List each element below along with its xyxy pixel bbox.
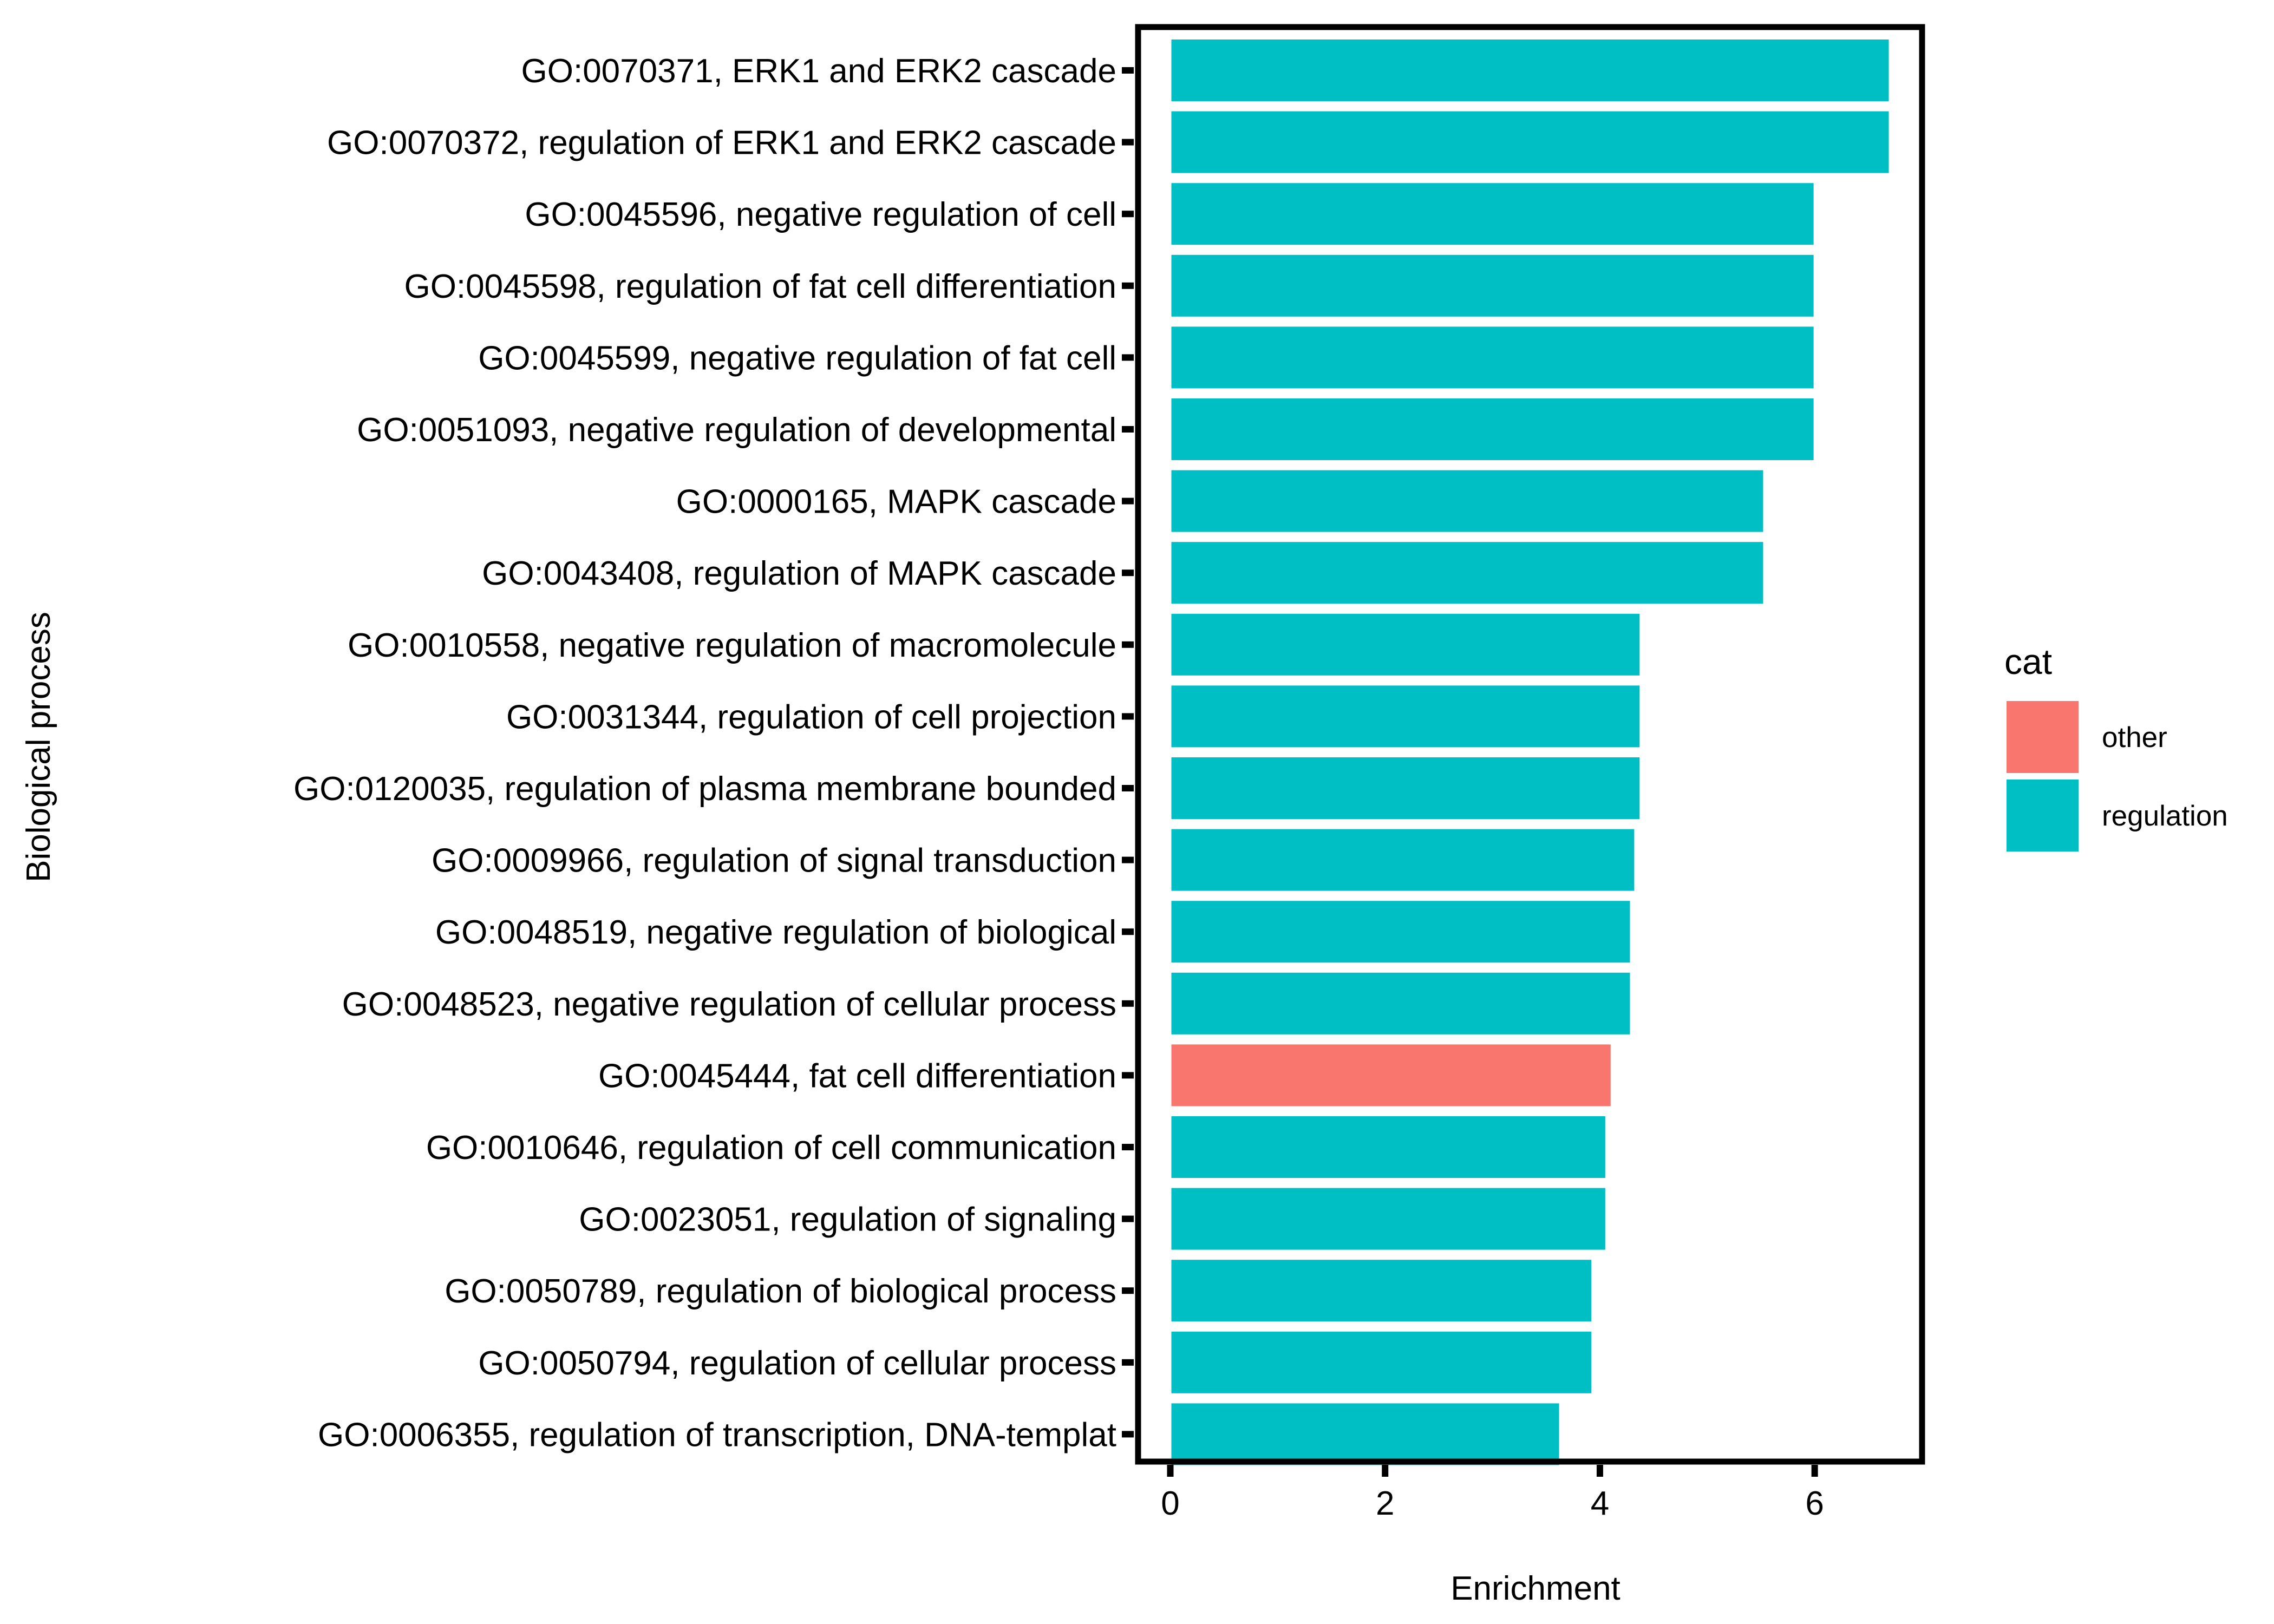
x-axis: 0 2 4 6 bbox=[1161, 1465, 1824, 1522]
bar-16 bbox=[1169, 1114, 1608, 1180]
y-axis-labels: GO:0070371, ERK1 and ERK2 cascade GO:0070… bbox=[293, 53, 1134, 1453]
bar-9 bbox=[1169, 611, 1642, 678]
bar-5 bbox=[1169, 324, 1816, 391]
legend: cat other regulation bbox=[2004, 641, 2228, 852]
y-tick-label: GO:0050794, regulation of cellular proce… bbox=[478, 1345, 1116, 1382]
legend-title: cat bbox=[2004, 641, 2052, 682]
y-tick-label: GO:0010646, regulation of cell communica… bbox=[426, 1129, 1116, 1167]
x-tick-label: 0 bbox=[1161, 1485, 1179, 1522]
y-tick-label: GO:0043408, regulation of MAPK cascade bbox=[482, 555, 1116, 592]
y-tick-mark bbox=[1122, 713, 1134, 720]
bar-3 bbox=[1169, 181, 1816, 247]
y-tick-mark bbox=[1122, 928, 1134, 935]
y-tick-mark bbox=[1122, 1287, 1134, 1294]
y-tick-mark bbox=[1122, 497, 1134, 505]
bar-17 bbox=[1169, 1186, 1608, 1252]
y-tick-label: GO:0050789, regulation of biological pro… bbox=[445, 1273, 1116, 1310]
bar-13 bbox=[1169, 899, 1632, 965]
y-tick-label: GO:0048523, negative regulation of cellu… bbox=[342, 986, 1116, 1023]
y-tick-mark bbox=[1122, 856, 1134, 863]
y-tick-label: GO:0120035, regulation of plasma membran… bbox=[293, 770, 1116, 808]
bars-layer bbox=[1169, 37, 1891, 1468]
legend-label-regulation: regulation bbox=[2102, 800, 2228, 832]
bar-11 bbox=[1169, 755, 1642, 821]
y-tick-label: GO:0009966, regulation of signal transdu… bbox=[432, 842, 1116, 880]
x-tick-mark bbox=[1167, 1465, 1174, 1477]
x-axis-title: Enrichment bbox=[1450, 1570, 1620, 1607]
bar-18 bbox=[1169, 1258, 1594, 1324]
bar-7 bbox=[1169, 468, 1766, 534]
y-tick-label: GO:0045444, fat cell differentiation bbox=[598, 1057, 1116, 1095]
y-tick-label: GO:0045598, regulation of fat cell diffe… bbox=[404, 268, 1116, 305]
y-tick-mark bbox=[1122, 1000, 1134, 1007]
bar-8 bbox=[1169, 540, 1766, 606]
bar-12 bbox=[1169, 827, 1637, 893]
y-tick-mark bbox=[1122, 641, 1134, 648]
bar-6 bbox=[1169, 396, 1816, 462]
y-tick-mark bbox=[1122, 426, 1134, 433]
y-tick-label: GO:0051093, negative regulation of devel… bbox=[357, 411, 1116, 449]
bar-14 bbox=[1169, 970, 1632, 1037]
y-tick-mark bbox=[1122, 1215, 1134, 1222]
bar-4 bbox=[1169, 252, 1816, 319]
bar-1 bbox=[1169, 37, 1891, 103]
legend-swatch-other bbox=[2007, 701, 2079, 773]
bar-19 bbox=[1169, 1329, 1594, 1396]
y-tick-label: GO:0070371, ERK1 and ERK2 cascade bbox=[521, 53, 1116, 90]
y-tick-label: GO:0000165, MAPK cascade bbox=[676, 483, 1116, 521]
x-tick-label: 4 bbox=[1591, 1485, 1609, 1522]
y-axis-title: Biological process bbox=[20, 612, 57, 882]
y-tick-label: GO:0006355, regulation of transcription,… bbox=[318, 1416, 1116, 1453]
y-tick-mark bbox=[1122, 1359, 1134, 1366]
y-tick-label: GO:0010558, negative regulation of macro… bbox=[348, 627, 1116, 664]
y-tick-mark bbox=[1122, 354, 1134, 361]
x-tick-mark bbox=[1811, 1465, 1818, 1477]
legend-label-other: other bbox=[2102, 722, 2167, 754]
bar-15 bbox=[1169, 1042, 1613, 1109]
bar-10 bbox=[1169, 683, 1642, 750]
y-tick-mark bbox=[1122, 785, 1134, 791]
plot-panel-border bbox=[1135, 24, 1925, 1465]
y-tick-label: GO:0070372, regulation of ERK1 and ERK2 … bbox=[327, 125, 1116, 162]
y-tick-label: GO:0048519, negative regulation of biolo… bbox=[435, 914, 1116, 951]
x-tick-mark bbox=[1382, 1465, 1389, 1477]
y-tick-mark bbox=[1122, 211, 1134, 218]
x-tick-mark bbox=[1596, 1465, 1603, 1477]
y-tick-label: GO:0045596, negative regulation of cell bbox=[525, 196, 1116, 233]
y-tick-mark bbox=[1122, 1431, 1134, 1438]
y-tick-mark bbox=[1122, 67, 1134, 74]
bar-20 bbox=[1169, 1401, 1561, 1468]
y-tick-mark bbox=[1122, 282, 1134, 289]
y-tick-mark bbox=[1122, 569, 1134, 577]
y-tick-label: GO:0045599, negative regulation of fat c… bbox=[478, 339, 1116, 377]
y-tick-label: GO:0023051, regulation of signaling bbox=[579, 1201, 1116, 1239]
y-tick-mark bbox=[1122, 1072, 1134, 1079]
legend-swatch-regulation bbox=[2007, 780, 2079, 852]
y-tick-mark bbox=[1122, 1144, 1134, 1150]
y-tick-label: GO:0031344, regulation of cell projectio… bbox=[506, 698, 1116, 736]
x-tick-label: 2 bbox=[1376, 1485, 1394, 1522]
y-tick-mark bbox=[1122, 139, 1134, 146]
bar-2 bbox=[1169, 109, 1891, 175]
x-tick-label: 6 bbox=[1805, 1485, 1824, 1522]
